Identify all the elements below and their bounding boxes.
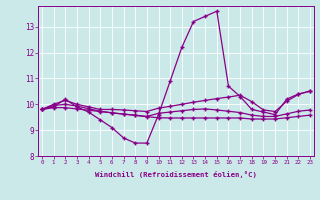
X-axis label: Windchill (Refroidissement éolien,°C): Windchill (Refroidissement éolien,°C) bbox=[95, 171, 257, 178]
